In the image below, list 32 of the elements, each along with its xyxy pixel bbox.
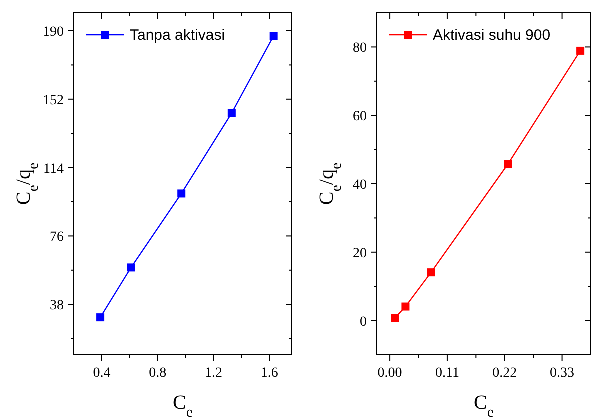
x-tick-label: 1.6 — [260, 366, 278, 381]
y-tick-label: 20 — [353, 246, 367, 262]
y-tick-label: 60 — [353, 110, 367, 125]
point — [427, 268, 436, 277]
point — [127, 264, 136, 272]
x-tick-label: 0.11 — [435, 366, 460, 381]
point — [576, 46, 585, 55]
x-tick-label: 0.33 — [550, 366, 575, 381]
x-tick-label: 0.8 — [149, 366, 167, 381]
y-tick-label: 152 — [43, 93, 64, 108]
y-tick-label: 114 — [44, 162, 64, 177]
x-tick-label: 0.4 — [93, 366, 111, 381]
y-tick-label: 76 — [50, 230, 64, 246]
y-tick-label: 38 — [50, 298, 64, 314]
x-axis-title: C$_{e}$ — [172, 392, 194, 417]
point — [402, 302, 410, 311]
point — [228, 109, 236, 118]
point — [504, 160, 512, 169]
point — [270, 32, 278, 40]
point — [391, 314, 400, 322]
y-tick-label: 0 — [360, 314, 367, 330]
y-tick-label: 190 — [43, 25, 64, 40]
point — [96, 314, 105, 322]
point — [178, 190, 186, 198]
legend-label: Tanpa aktivasi — [130, 27, 226, 44]
y-tick-label: 40 — [353, 178, 367, 193]
x-tick-label: 0.22 — [492, 366, 518, 381]
x-tick-label: 1.2 — [204, 366, 222, 381]
x-axis-title: C$_{e}$ — [474, 392, 494, 417]
x-tick-label: 0.00 — [378, 366, 402, 381]
legend-label: Aktivasi suhu 900 — [433, 27, 551, 44]
y-tick-label: 80 — [353, 41, 367, 56]
